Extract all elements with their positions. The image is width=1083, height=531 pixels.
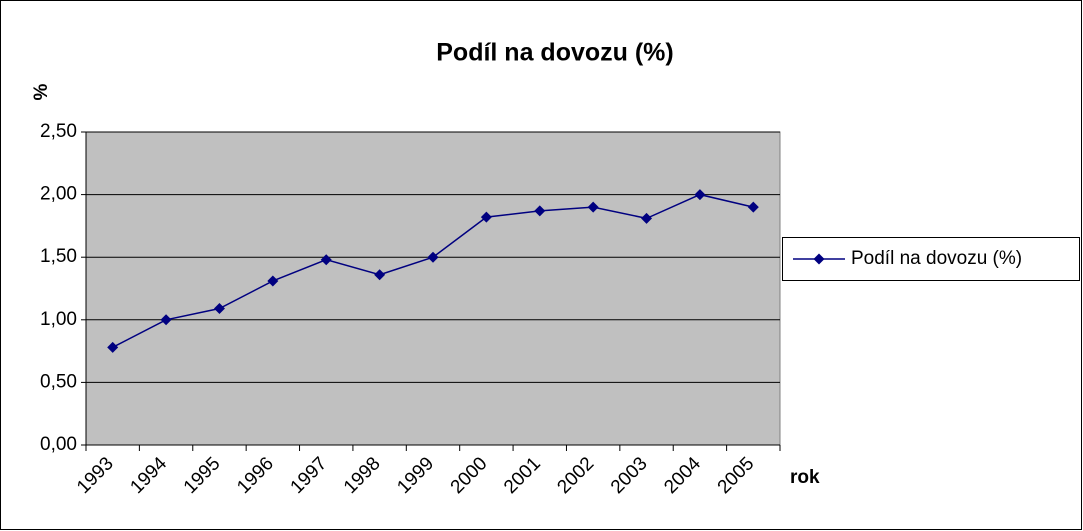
marker bbox=[534, 205, 546, 217]
x-axis-label: rok bbox=[790, 467, 820, 488]
y-tick-label: 0,50 bbox=[40, 371, 77, 392]
marker bbox=[107, 341, 119, 353]
y-tick-label: 1,00 bbox=[40, 309, 77, 330]
legend-marker bbox=[813, 253, 825, 265]
y-axis-label: % bbox=[31, 83, 52, 100]
legend-label: Podíl na dovozu (%) bbox=[851, 248, 1022, 269]
marker bbox=[267, 275, 279, 287]
marker bbox=[213, 303, 225, 315]
y-tick-label: 2,50 bbox=[40, 121, 77, 142]
marker bbox=[320, 254, 332, 266]
marker bbox=[160, 314, 172, 326]
y-tick-label: 0,00 bbox=[40, 434, 77, 455]
marker bbox=[694, 189, 706, 201]
marker bbox=[641, 212, 653, 224]
chart-title: Podíl na dovozu (%) bbox=[436, 39, 674, 67]
marker bbox=[374, 269, 386, 281]
marker bbox=[480, 211, 492, 223]
y-tick-label: 2,00 bbox=[40, 184, 77, 205]
plot-area bbox=[85, 131, 781, 446]
y-tick-label: 1,50 bbox=[40, 246, 77, 267]
marker bbox=[427, 251, 439, 263]
marker bbox=[747, 201, 759, 213]
marker bbox=[587, 201, 599, 213]
